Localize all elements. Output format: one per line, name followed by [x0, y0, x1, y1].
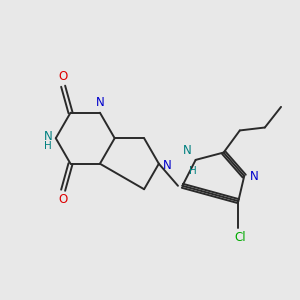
Text: N: N — [96, 96, 104, 109]
Text: O: O — [58, 193, 68, 206]
Text: O: O — [58, 70, 68, 83]
Text: N: N — [44, 130, 52, 143]
Text: N: N — [250, 169, 258, 183]
Text: H: H — [44, 142, 52, 152]
Text: N: N — [182, 144, 191, 157]
Text: H: H — [189, 166, 197, 176]
Text: Cl: Cl — [234, 231, 246, 244]
Text: N: N — [163, 159, 172, 172]
